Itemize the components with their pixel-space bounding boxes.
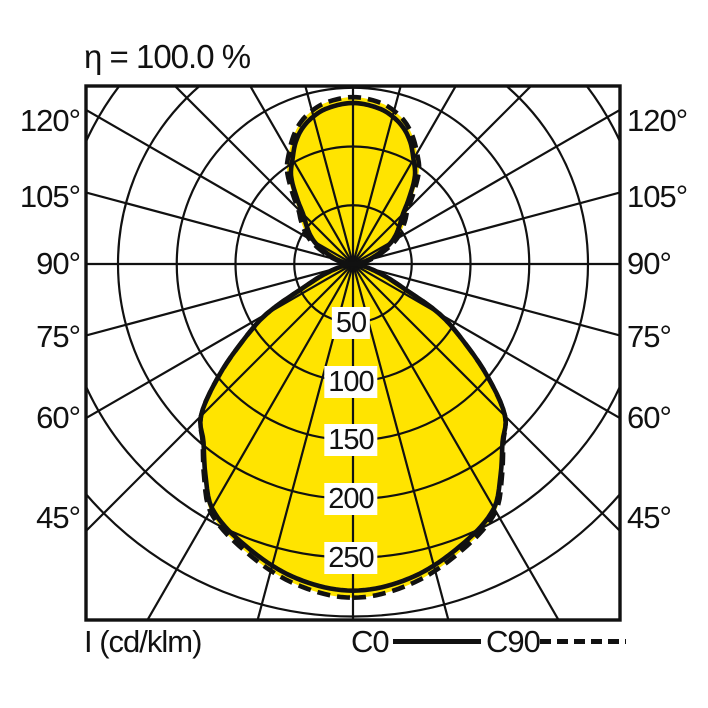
- legend-c90-label: C90: [486, 624, 541, 659]
- legend-c0-line-sample: [393, 639, 481, 644]
- angle-label-left-75: 75°: [36, 319, 81, 354]
- angle-label-right-90: 90°: [627, 246, 672, 281]
- angle-label-left-60: 60°: [36, 400, 81, 435]
- ring-value-label-250: 250: [324, 541, 378, 574]
- angle-label-right-45: 45°: [627, 500, 672, 535]
- ring-value-label-100: 100: [324, 365, 378, 398]
- angle-label-left-45: 45°: [36, 500, 81, 535]
- ring-value-label-200: 200: [324, 483, 378, 515]
- efficiency-label: η = 100.0 %: [84, 38, 251, 75]
- angle-label-left-105: 105°: [19, 179, 81, 214]
- angle-label-right-120: 120°: [627, 103, 688, 138]
- angle-label-left-120: 120°: [19, 103, 81, 138]
- intensity-axis-label: I (cd/klm): [84, 624, 202, 659]
- angle-label-left-90: 90°: [36, 246, 81, 281]
- legend-c90-line-sample: [540, 639, 626, 644]
- angle-label-right-105: 105°: [627, 179, 688, 214]
- angle-label-right-75: 75°: [627, 319, 672, 354]
- legend-c0-label: C0: [351, 624, 390, 659]
- ring-value-label-50: 50: [331, 306, 371, 339]
- angle-label-right-60: 60°: [627, 400, 672, 435]
- ring-value-label-150: 150: [324, 424, 378, 457]
